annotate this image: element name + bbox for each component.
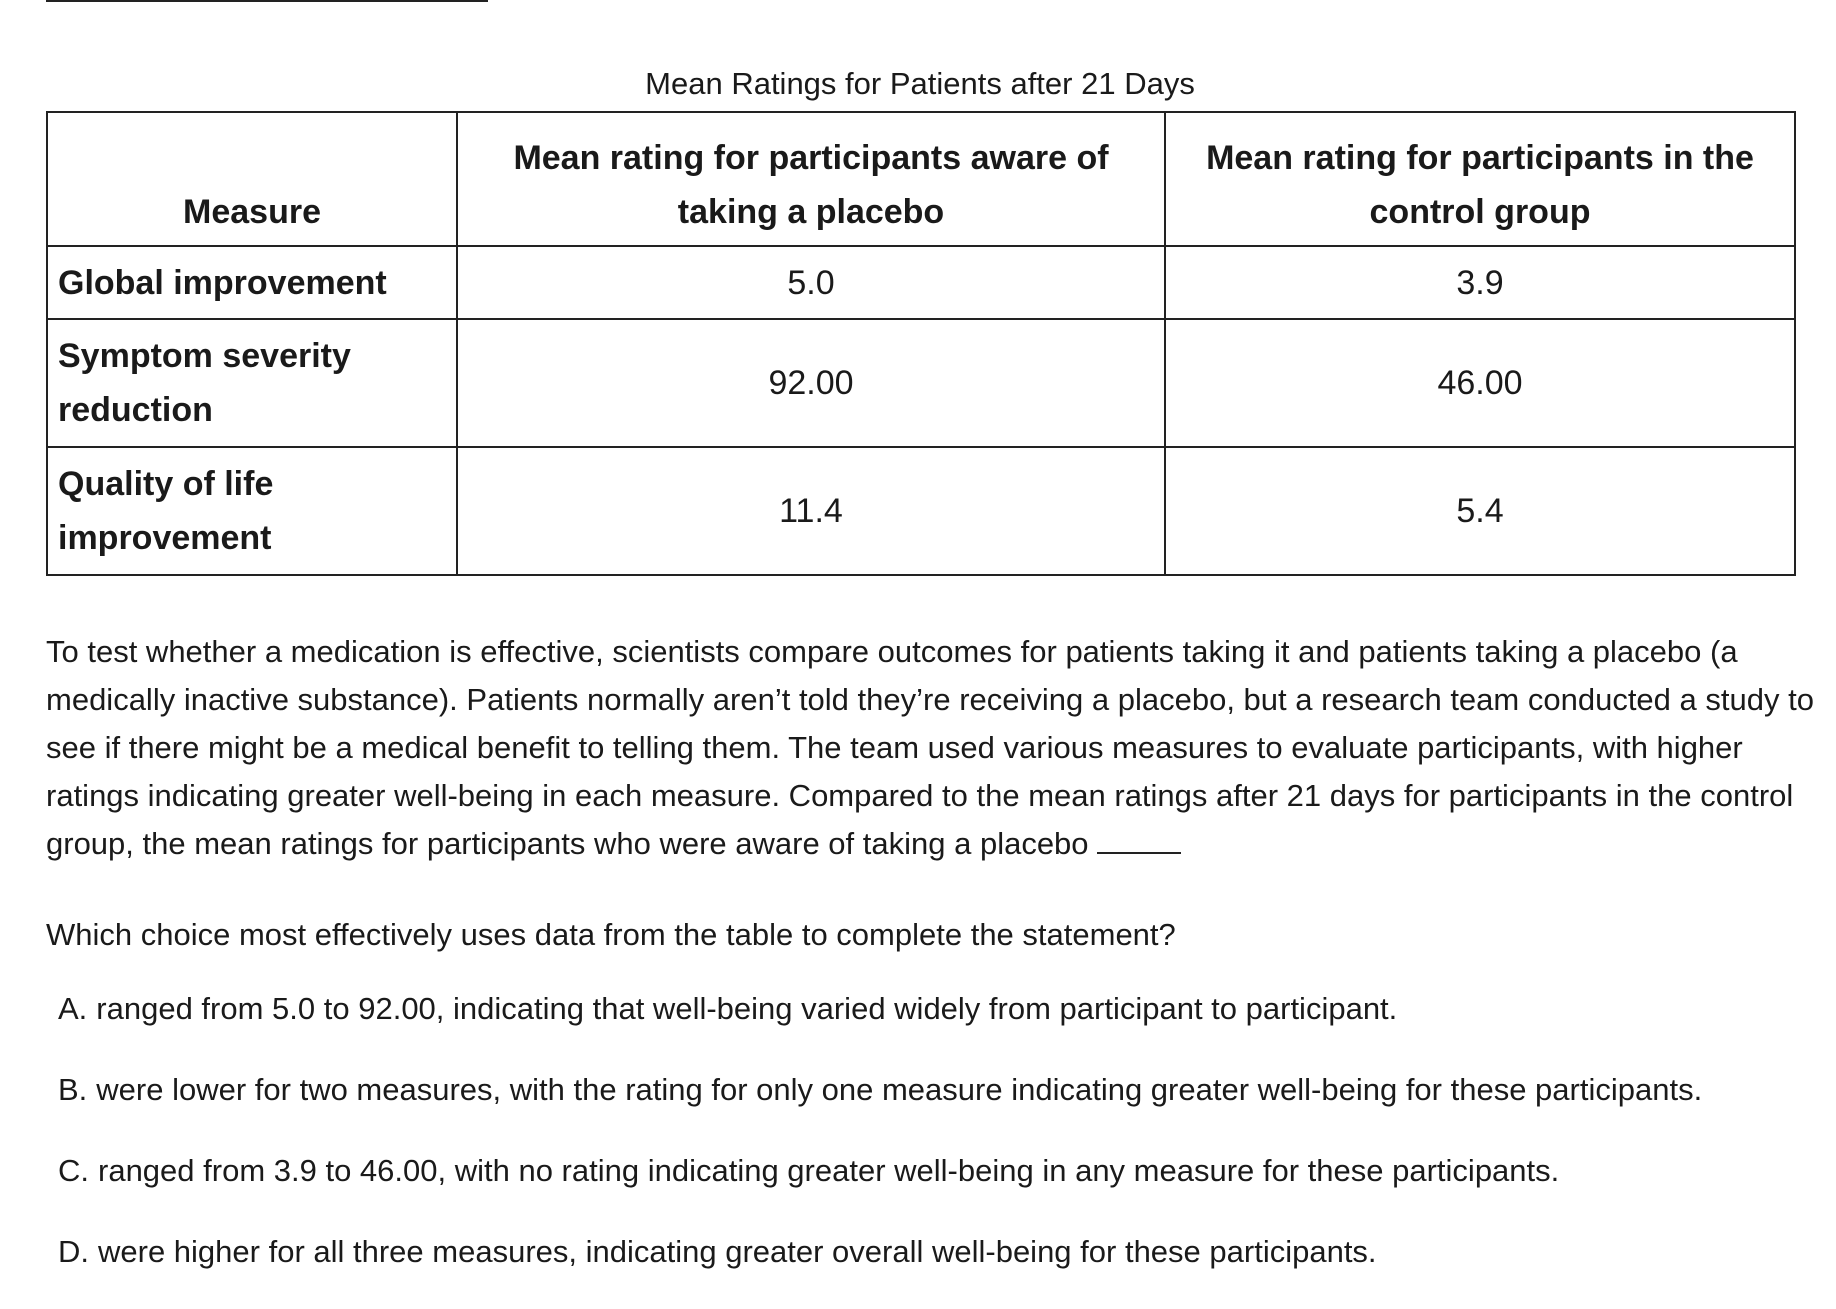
passage-text: To test whether a medication is effectiv… [46, 634, 1814, 861]
choice-letter: C. [58, 1153, 89, 1188]
choice-b[interactable]: B. were lower for two measures, with the … [58, 1066, 1818, 1147]
table-row: Global improvement 5.0 3.9 [46, 245, 1796, 320]
answer-choices: A. ranged from 5.0 to 92.00, indicating t… [58, 985, 1818, 1309]
header-aware-placebo: Mean rating for participants aware of ta… [456, 111, 1166, 247]
choice-d[interactable]: D. were higher for all three measures, in… [58, 1228, 1818, 1309]
choice-a[interactable]: A. ranged from 5.0 to 92.00, indicating t… [58, 985, 1818, 1066]
table-row: Quality of life improvement 11.4 5.4 [46, 446, 1796, 576]
aware-value-cell: 92.00 [456, 318, 1166, 448]
table-caption: Mean Ratings for Patients after 21 Days [645, 66, 1195, 101]
measure-cell: Quality of life improvement [46, 446, 458, 576]
choice-letter: A. [58, 991, 88, 1026]
passage: To test whether a medication is effectiv… [46, 628, 1816, 868]
control-value-cell: 46.00 [1164, 318, 1796, 448]
aware-value-cell: 5.0 [456, 245, 1166, 320]
choice-letter: D. [58, 1234, 89, 1269]
aware-value-cell: 11.4 [456, 446, 1166, 576]
ratings-table: Measure Mean rating for participants awa… [46, 111, 1796, 576]
choice-text: ranged from 3.9 to 46.00, with no rating… [98, 1153, 1560, 1188]
header-measure: Measure [46, 111, 458, 247]
control-value-cell: 3.9 [1164, 245, 1796, 320]
header-control-group: Mean rating for participants in the cont… [1164, 111, 1796, 247]
choice-text: were lower for two measures, with the ra… [96, 1072, 1703, 1107]
control-value-cell: 5.4 [1164, 446, 1796, 576]
choice-text: were higher for all three measures, indi… [98, 1234, 1377, 1269]
choice-c[interactable]: C. ranged from 3.9 to 46.00, with no rati… [58, 1147, 1818, 1228]
question-prompt: Which choice most effectively uses data … [46, 917, 1176, 952]
answer-blank [1096, 826, 1181, 854]
top-divider [46, 0, 488, 2]
choice-letter: B. [58, 1072, 88, 1107]
table-header-row: Measure Mean rating for participants awa… [46, 111, 1796, 247]
measure-cell: Global improvement [46, 245, 458, 320]
measure-cell: Symptom severity reduction [46, 318, 458, 448]
table-row: Symptom severity reduction 92.00 46.00 [46, 318, 1796, 448]
choice-text: ranged from 5.0 to 92.00, indicating tha… [96, 991, 1398, 1026]
